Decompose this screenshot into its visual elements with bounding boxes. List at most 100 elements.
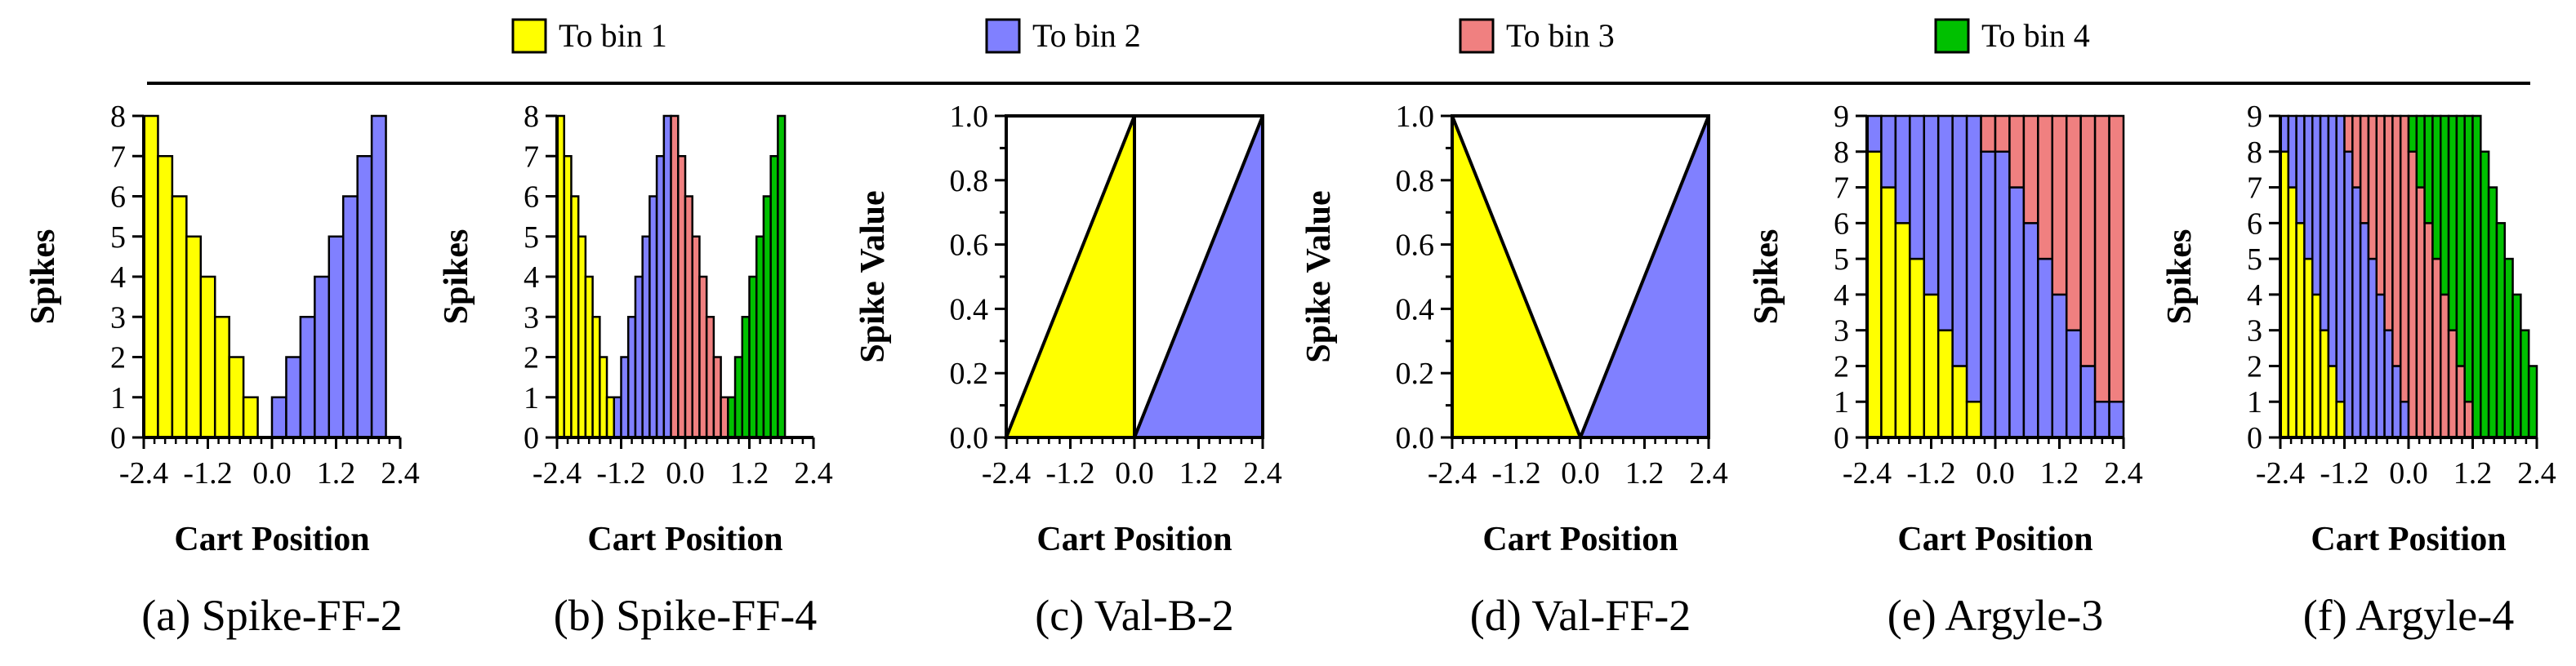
bar-segment [2415, 114, 2426, 189]
bar-segment [605, 396, 616, 439]
x-tick-label: -2.4 [982, 456, 1031, 491]
bar-segment [2108, 400, 2125, 439]
y-tick-label: 5 [2247, 242, 2262, 277]
x-tick-label: -2.4 [2256, 456, 2305, 491]
bar-segment [563, 155, 573, 439]
bar-segment [584, 275, 594, 439]
y-tick-label: 1.0 [950, 100, 989, 134]
bar-segment [748, 275, 758, 439]
bar-segment [142, 114, 159, 439]
bar-segment [2327, 365, 2338, 439]
x-tick-label: 0.0 [252, 456, 292, 491]
legend-label: To bin 3 [1506, 17, 1615, 54]
x-axis-title: Cart Position [1897, 521, 2092, 558]
y-tick-label: 5 [110, 220, 126, 255]
y-tick-label: 7 [1834, 171, 1849, 206]
bar-segment [2359, 114, 2370, 224]
y-axis-title: Spike Value [1300, 190, 1338, 362]
bar-segment [1936, 114, 1954, 331]
bar-segment [2335, 114, 2346, 403]
bar-segment [2447, 329, 2458, 439]
y-tick-label: 0 [2247, 421, 2262, 455]
bar-segment [2303, 114, 2314, 260]
bar-segment [2431, 114, 2442, 260]
y-axis-title: Spike Value [854, 190, 892, 362]
x-tick-label: 2.4 [794, 456, 833, 491]
y-tick-label: 4 [524, 260, 539, 295]
legend-label: To bin 4 [1981, 17, 2090, 54]
bar-segment [698, 275, 708, 439]
y-tick-label: 0.4 [1396, 292, 1435, 326]
bar-segment [705, 316, 715, 439]
y-tick-label: 3 [524, 300, 539, 335]
bar-segment [2065, 114, 2082, 331]
panel-caption: (f) Argyle-4 [2303, 591, 2514, 640]
bar-segment [670, 114, 680, 439]
y-tick-label: 6 [110, 180, 126, 215]
bar-segment [2399, 400, 2410, 439]
bar-segment [769, 155, 779, 439]
bar-segment [299, 316, 316, 439]
y-tick-label: 0.6 [1396, 229, 1435, 263]
bar-segment [199, 275, 216, 439]
bar-segment [2327, 114, 2338, 367]
bar-segment [591, 316, 601, 439]
bar-segment [2051, 114, 2068, 296]
x-tick-label: 1.2 [2040, 456, 2079, 491]
bar-segment [1880, 114, 1897, 189]
bar-segment [1980, 150, 1997, 439]
y-tick-label: 8 [1834, 135, 1849, 170]
bar-segment [2367, 114, 2378, 260]
bar-segment [733, 356, 744, 439]
y-axis-title: Spikes [2161, 229, 2199, 325]
bar-segment [1965, 114, 1982, 403]
y-axis-title: Spikes [1748, 229, 1785, 325]
x-tick-label: 0.0 [1115, 456, 1154, 491]
bar-segment [370, 114, 387, 439]
bar-segment [2391, 365, 2402, 439]
bar-segment [2311, 293, 2322, 439]
y-tick-label: 5 [1834, 242, 1849, 277]
bar-segment [641, 235, 651, 439]
bar-segment [691, 235, 701, 439]
bar-segment [2383, 329, 2394, 439]
y-tick-label: 5 [524, 220, 539, 255]
bar-segment [648, 195, 658, 439]
y-tick-label: 4 [110, 260, 126, 295]
bar-segment [684, 195, 693, 439]
bar-segment [2037, 257, 2054, 439]
y-tick-label: 1 [524, 381, 539, 415]
bar-segment [2335, 400, 2346, 439]
y-tick-label: 2 [524, 341, 539, 375]
bar-segment [2319, 114, 2330, 331]
bar-segment [2423, 114, 2434, 224]
panel-caption: (d) Val-FF-2 [1470, 591, 1691, 640]
bar-segment [2319, 329, 2330, 439]
y-tick-label: 9 [2247, 100, 2262, 134]
y-tick-label: 0.4 [950, 292, 989, 326]
bar-segment [570, 195, 580, 439]
bar-segment [2295, 114, 2306, 224]
bar-segment [2463, 400, 2474, 439]
bar-segment [1994, 150, 2011, 439]
chart-panel-d: 0.0 0.2 0.4 0.6 0.8 1.0 -2.4 -1.2 0.0 1.2 2.4 Spike… [1300, 100, 1728, 640]
y-tick-label: 0.6 [950, 229, 989, 263]
bar-segment [1865, 114, 1883, 153]
y-tick-label: 7 [110, 140, 126, 174]
bar-segment [741, 316, 751, 439]
bar-segment [2311, 114, 2322, 296]
y-tick-label: 7 [2247, 171, 2262, 206]
x-tick-label: 1.2 [730, 456, 769, 491]
legend-swatch [511, 18, 547, 54]
y-tick-label: 2 [2247, 349, 2262, 384]
chart-panel-c: 0.0 0.2 0.4 0.6 0.8 1.0 -2.4 -1.2 0.0 1.2 2.4 Spike… [854, 100, 1282, 640]
bar-segment [1951, 114, 1968, 367]
bar-segment [2463, 114, 2474, 403]
x-axis-title: Cart Position [1482, 521, 1678, 558]
bar-segment [2093, 114, 2110, 403]
bar-segment [2480, 150, 2490, 439]
y-tick-label: 0.0 [1396, 421, 1435, 455]
